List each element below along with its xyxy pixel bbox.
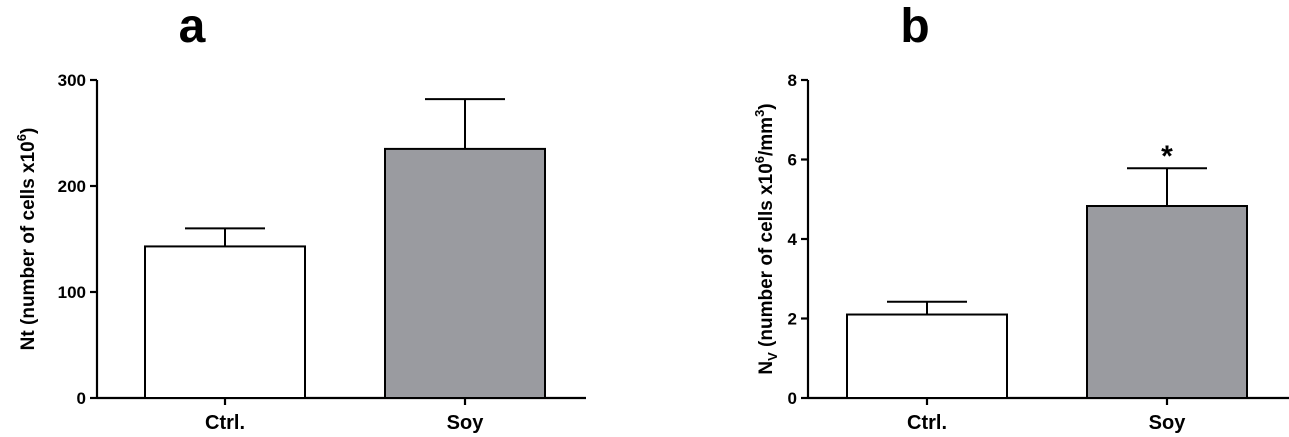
panel-b: b NV (number of cells x106/mm3) 02468Ctr… bbox=[752, 0, 1289, 434]
y-tick-label-a: 200 bbox=[58, 177, 86, 196]
y-axis-label-b-sup: 6 bbox=[752, 156, 767, 163]
y-axis-label-b-n: N bbox=[756, 361, 777, 375]
y-tick-label-a: 0 bbox=[77, 389, 86, 408]
y-tick-label-b: 4 bbox=[788, 230, 798, 249]
x-tick-label-b: Ctrl. bbox=[907, 412, 947, 434]
y-tick-label-a: 100 bbox=[58, 283, 86, 302]
bar-a-ctrl bbox=[144, 245, 306, 399]
significance-marker-b: * bbox=[1161, 140, 1173, 173]
y-axis-label-b-mid: /mm bbox=[756, 117, 777, 156]
bar-b-ctrl bbox=[846, 313, 1008, 399]
y-axis-label-a-close: ) bbox=[18, 128, 39, 134]
panel-label-a: a bbox=[179, 0, 206, 53]
y-tick-label-b: 2 bbox=[788, 310, 797, 329]
y-tick-label-b: 6 bbox=[788, 151, 797, 170]
y-tick-label-b: 8 bbox=[788, 71, 797, 90]
x-tick-label-a: Soy bbox=[447, 412, 485, 434]
y-axis-label-b-main: (number of cells x10 bbox=[756, 163, 777, 352]
panel-a: a Nt (number of cells x106) 0 100 200 300 Ct… bbox=[14, 0, 586, 434]
x-tick-label-b: Soy bbox=[1149, 412, 1187, 434]
y-tick-label-a: 300 bbox=[58, 71, 86, 90]
y-tick-label-b: 0 bbox=[788, 389, 797, 408]
y-axis-label-b-sup2: 3 bbox=[752, 110, 767, 117]
y-axis-label-a-sup: 6 bbox=[14, 134, 29, 141]
bar-b-soy bbox=[1086, 205, 1248, 399]
y-axis-label-a-main: Nt (number of cells x10 bbox=[18, 141, 39, 350]
x-tick-label-a: Ctrl. bbox=[205, 412, 245, 434]
y-axis-label-b: NV (number of cells x106/mm3) bbox=[752, 103, 780, 374]
bar-a-soy bbox=[384, 147, 546, 399]
panel-label-b: b bbox=[900, 0, 929, 53]
y-axis-label-b-close: ) bbox=[756, 103, 777, 109]
y-axis-label-b-sub: V bbox=[765, 352, 780, 361]
y-axis-label-a: Nt (number of cells x106) bbox=[14, 128, 39, 351]
